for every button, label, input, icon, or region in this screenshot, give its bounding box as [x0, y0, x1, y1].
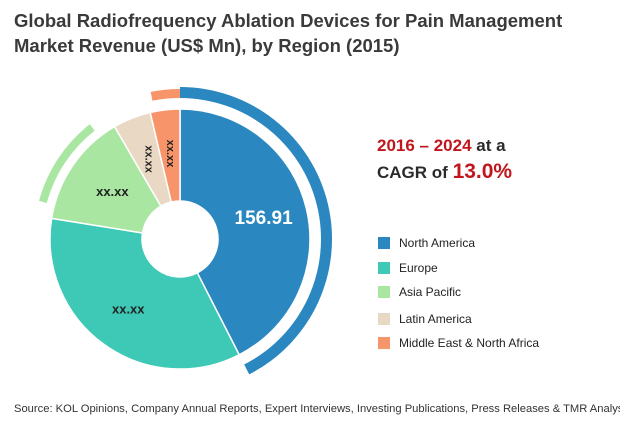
legend-label: Asia Pacific — [399, 285, 462, 299]
legend-label: North America — [399, 236, 476, 250]
data-label-north-america: 156.91 — [235, 208, 294, 229]
data-label-europe: xx.xx — [112, 302, 145, 317]
legend-swatch — [378, 237, 390, 249]
cagr-value: 13.0% — [452, 160, 513, 183]
source-note: Source: KOL Opinions, Company Annual Rep… — [14, 403, 620, 415]
data-label-asia-pacific: xx.xx — [96, 184, 129, 199]
chart-title-line-1: Global Radiofrequency Ablation Devices f… — [14, 10, 563, 31]
cagr-at-a: at a — [476, 136, 506, 155]
outer-arc-asia-pacific — [39, 124, 95, 204]
cagr-period: 2016 – 2024 — [377, 136, 472, 155]
legend-swatch — [378, 262, 390, 274]
outer-arc-middle-east-north-africa — [150, 89, 180, 101]
chart-title: Global Radiofrequency Ablation Devices f… — [14, 8, 614, 58]
data-label-latin-america: xx.xx — [142, 145, 154, 173]
legend-label: Latin America — [399, 312, 472, 326]
legend-swatch — [378, 313, 390, 325]
legend-swatch — [378, 337, 390, 349]
legend-swatch — [378, 286, 390, 298]
legend-label: Middle East & North Africa — [399, 336, 540, 350]
data-label-middle-east-north-africa: xx.xx — [164, 140, 176, 168]
donut-hole — [142, 201, 218, 277]
legend-label: Europe — [399, 261, 438, 275]
cagr-of-label: CAGR of — [377, 163, 448, 182]
cagr-callout: 2016 – 2024 at a CAGR of 13.0% — [377, 133, 607, 186]
chart-title-line-2: Market Revenue (US$ Mn), by Region (2015… — [14, 35, 400, 56]
